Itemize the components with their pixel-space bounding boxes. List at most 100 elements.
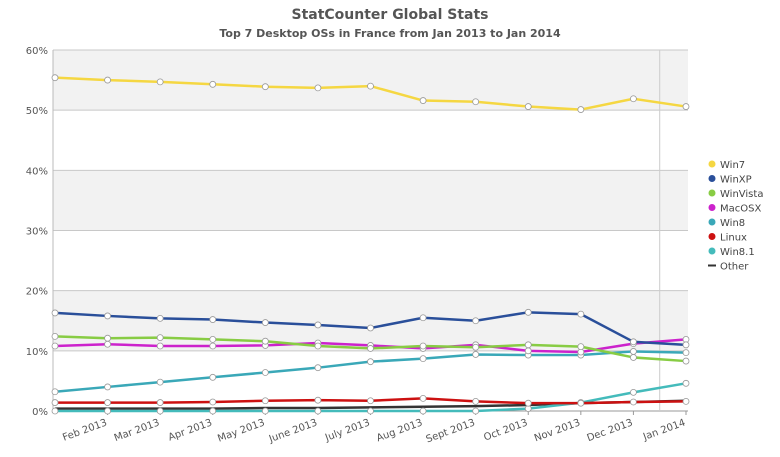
series-win7 — [51, 74, 690, 113]
data-point — [104, 312, 111, 320]
x-tick-label: May 2013 — [216, 417, 266, 444]
data-point — [209, 373, 217, 381]
data-point — [367, 82, 374, 90]
y-tick-label: 60% — [26, 46, 48, 57]
y-tick-label: 40% — [26, 166, 48, 177]
data-point — [472, 343, 480, 351]
data-point — [419, 394, 427, 402]
data-point — [104, 399, 111, 406]
data-point — [524, 399, 532, 407]
series-win8 — [51, 348, 690, 396]
x-tick-label: June 2013 — [267, 417, 319, 445]
data-point — [630, 348, 637, 355]
legend-label: Win7 — [720, 160, 745, 171]
data-point — [209, 398, 217, 406]
series-linux — [51, 394, 690, 407]
x-tick-label: Feb 2013 — [61, 417, 108, 443]
series-winvista — [51, 332, 690, 365]
legend-item: Win8.1 — [708, 247, 755, 258]
series-lines — [51, 74, 690, 415]
data-point — [104, 383, 111, 391]
data-point — [51, 342, 59, 350]
data-point — [209, 336, 217, 343]
data-point — [472, 397, 480, 405]
data-point — [630, 95, 637, 103]
data-point — [419, 355, 427, 363]
series-line — [54, 350, 687, 393]
data-point — [367, 324, 374, 332]
plot-band — [53, 170, 688, 231]
legend-marker — [708, 189, 716, 197]
legend-label: Other — [720, 262, 749, 273]
series-winxp — [51, 308, 690, 349]
data-point — [51, 407, 59, 415]
data-point — [104, 334, 111, 342]
legend-marker — [708, 204, 716, 211]
legend-marker — [708, 218, 716, 226]
legend: Win7 WinXP WinVista MacOSX Win8 Linux Win8.1 Ot… — [708, 160, 763, 273]
y-tick-label: 30% — [26, 227, 48, 238]
y-tick-label: 10% — [26, 347, 48, 358]
data-point — [682, 349, 690, 357]
data-point — [51, 399, 59, 406]
legend-item: Linux — [708, 233, 747, 244]
data-point — [577, 343, 585, 351]
data-point — [261, 369, 269, 376]
data-point — [156, 399, 164, 406]
data-point — [156, 334, 164, 341]
data-point — [261, 319, 269, 326]
chart-subtitle: Top 7 Desktop OSs in France from Jan 201… — [219, 27, 561, 40]
x-tick-label: July 2013 — [323, 417, 372, 444]
plot-bands — [53, 50, 688, 351]
data-point — [419, 97, 427, 104]
x-tick-label: Mar 2013 — [113, 417, 161, 444]
data-point — [682, 397, 690, 405]
legend-item: WinVista — [708, 189, 763, 200]
data-point — [630, 398, 637, 406]
legend-label: Linux — [720, 233, 747, 244]
data-point — [156, 314, 164, 322]
data-point — [630, 338, 637, 346]
x-tick-label: Jan 2014 — [641, 417, 687, 443]
x-tick-label: Sept 2013 — [425, 417, 477, 445]
y-tick-label: 50% — [26, 106, 48, 117]
data-point — [209, 80, 217, 88]
data-point — [261, 337, 269, 345]
data-point — [682, 341, 690, 349]
data-point — [524, 308, 532, 316]
data-point — [314, 84, 322, 92]
data-point — [314, 342, 322, 350]
data-point — [314, 407, 322, 415]
legend-item: Win7 — [708, 160, 745, 171]
legend-label: Win8 — [720, 218, 745, 229]
data-point — [682, 357, 690, 365]
data-point — [156, 78, 164, 86]
data-point — [261, 83, 269, 91]
data-point — [51, 332, 59, 340]
data-point — [51, 309, 59, 317]
y-tick-label: 20% — [26, 287, 48, 298]
x-tick-label: Oct 2013 — [482, 417, 529, 443]
data-point — [419, 314, 427, 322]
legend-marker — [708, 175, 716, 182]
x-tick-label: Aug 2013 — [375, 417, 424, 444]
legend-item: WinXP — [708, 175, 752, 186]
legend-marker — [708, 160, 716, 168]
data-point — [104, 340, 111, 348]
legend-label: WinXP — [720, 175, 752, 186]
data-point — [419, 407, 427, 415]
data-point — [156, 342, 164, 350]
data-point — [472, 98, 480, 106]
data-point — [156, 378, 164, 386]
x-tick-label: Apr 2013 — [167, 417, 214, 443]
data-point — [209, 316, 217, 323]
data-point — [472, 317, 480, 325]
data-point — [577, 310, 585, 318]
data-point — [682, 379, 690, 387]
data-point — [367, 407, 374, 415]
data-point — [367, 358, 374, 366]
plot-band — [53, 50, 688, 111]
data-point — [524, 341, 532, 349]
